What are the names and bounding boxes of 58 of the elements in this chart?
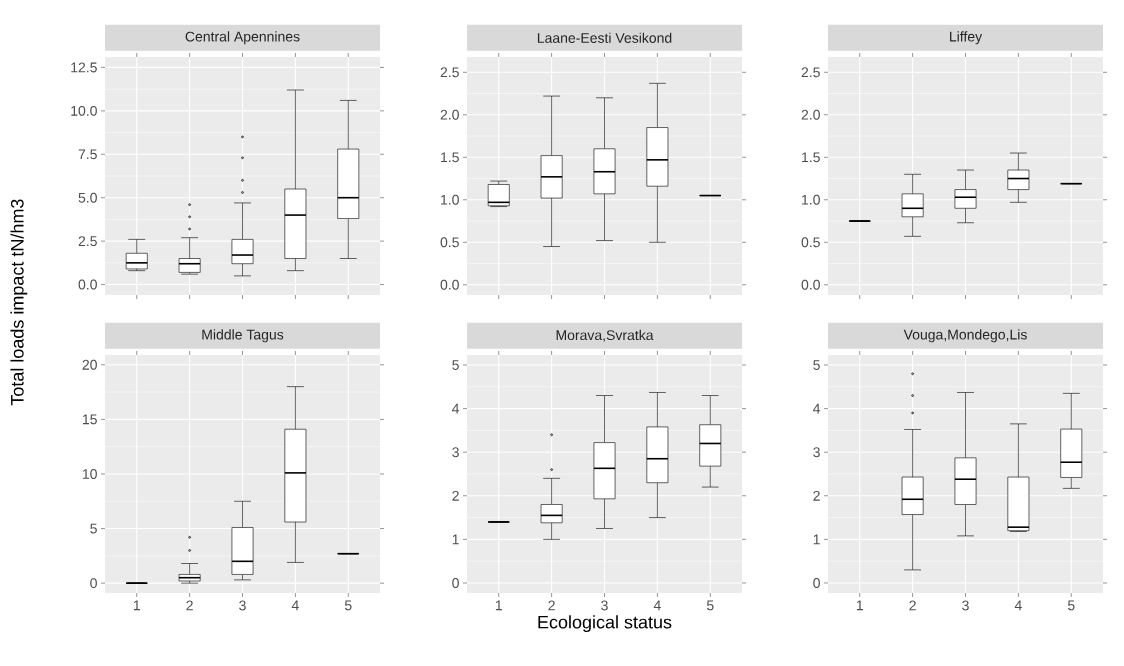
y-tick-label: 0 [813, 577, 820, 588]
y-tick-label: 3 [452, 447, 459, 458]
y-tick-label: 0 [90, 578, 97, 589]
x-tick-label: 1 [495, 600, 502, 611]
x-tick-label: 4 [291, 600, 299, 611]
x-tick-label: 1 [133, 600, 140, 611]
y-tick-label: 2.5 [78, 236, 97, 247]
y-tick-label: 0.0 [78, 279, 97, 290]
y-tick-label: 1.5 [802, 152, 820, 163]
y-tick-label: 7.5 [78, 149, 97, 160]
y-tick-label: 5 [813, 360, 820, 370]
y-tick-label: 5.0 [78, 192, 97, 203]
y-tick-label: 0.5 [801, 237, 820, 248]
y-tick-label: 0.0 [801, 279, 820, 290]
chart-title: Morava,Svratka [556, 329, 654, 342]
y-tick-label: 1.5 [441, 152, 459, 163]
y-tick-label: 15 [82, 414, 97, 425]
y-tick-label: 2.5 [440, 67, 459, 78]
x-tick-label: 3 [601, 600, 608, 611]
x-tick-label: 2 [548, 600, 555, 611]
y-tick-label: 5 [452, 360, 459, 370]
x-tick-label: 2 [186, 600, 193, 611]
x-tick-label: 5 [1067, 600, 1075, 611]
x-tick-label: 2 [909, 600, 916, 611]
y-tick-label: 1.0 [441, 194, 459, 205]
x-axis-title: Ecological status [538, 615, 672, 633]
y-tick-label: 0.0 [440, 279, 459, 290]
chart-title: Liffey [950, 31, 983, 45]
chart-title: Middle Tagus [202, 329, 284, 343]
x-tick-label: 5 [344, 600, 352, 611]
x-tick-label: 4 [1014, 600, 1022, 611]
y-tick-label: 0 [452, 577, 459, 588]
y-axis-title: Total loads impact tN/hm3 [10, 199, 28, 406]
y-tick-label: 5 [90, 523, 97, 534]
y-tick-label: 1 [813, 534, 820, 545]
y-tick-label: 4 [813, 403, 821, 414]
y-tick-label: 4 [452, 403, 460, 414]
y-tick-label: 2.0 [801, 109, 820, 120]
y-tick-label: 10.0 [71, 105, 97, 116]
y-tick-label: 2 [452, 490, 459, 501]
chart-title: Central Apennines [185, 31, 300, 45]
x-tick-label: 4 [653, 600, 661, 611]
y-tick-label: 2.5 [801, 67, 820, 78]
x-tick-label: 5 [706, 600, 714, 611]
y-tick-label: 1.0 [802, 194, 820, 205]
chart-title: Laane-Eesti Vesikond [537, 32, 672, 43]
y-tick-label: 3 [813, 447, 820, 458]
y-tick-label: 0.5 [440, 237, 459, 248]
x-tick-label: 3 [962, 600, 969, 611]
y-tick-label: 10 [82, 469, 97, 479]
y-tick-label: 2.0 [440, 109, 459, 120]
y-tick-label: 12.5 [71, 62, 97, 73]
y-tick-label: 2 [813, 490, 820, 501]
x-tick-label: 1 [856, 600, 863, 611]
y-tick-label: 1 [452, 534, 459, 545]
x-tick-label: 3 [239, 600, 246, 611]
y-tick-label: 20 [82, 359, 97, 370]
chart-title: Vouga,Mondego,Lis [903, 329, 1027, 343]
